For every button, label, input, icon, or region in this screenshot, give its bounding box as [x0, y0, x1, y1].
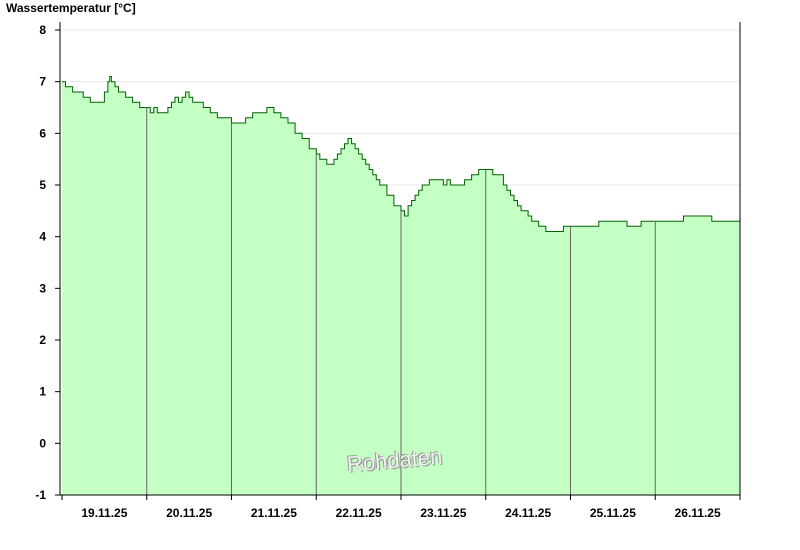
y-axis-label: Wassertemperatur [°C]: [6, 1, 136, 15]
x-tick-label: 22.11.25: [336, 506, 382, 520]
temperature-line: [62, 76, 740, 232]
y-tick-label: -1: [35, 488, 46, 502]
y-tick-label: 1: [39, 385, 46, 399]
x-tick-label: 25.11.25: [590, 506, 636, 520]
y-tick-label: 3: [39, 281, 46, 295]
y-tick-label: 5: [39, 178, 46, 192]
x-tick-label: 20.11.25: [166, 506, 212, 520]
x-tick-label: 19.11.25: [81, 506, 127, 520]
y-tick-label: 6: [39, 126, 46, 140]
y-tick-label: 4: [39, 230, 46, 244]
x-tick-labels: 19.11.25 20.11.25 21.11.25 22.11.25 23.11.25…: [61, 495, 741, 520]
y-tick-labels: -1 0 1 2 3 4 5 6 7 8: [35, 23, 60, 502]
y-tick-label: 0: [39, 436, 46, 450]
x-tick-label: 26.11.25: [675, 506, 721, 520]
axes: [59, 22, 741, 496]
y-tick-label: 2: [39, 333, 46, 347]
x-tick-label: 23.11.25: [420, 506, 466, 520]
x-tick-label: 24.11.25: [505, 506, 551, 520]
y-tick-label: 7: [39, 75, 46, 89]
day-separator-lines: [146, 107, 656, 495]
x-tick-label: 21.11.25: [251, 506, 297, 520]
y-tick-label: 8: [39, 23, 46, 37]
